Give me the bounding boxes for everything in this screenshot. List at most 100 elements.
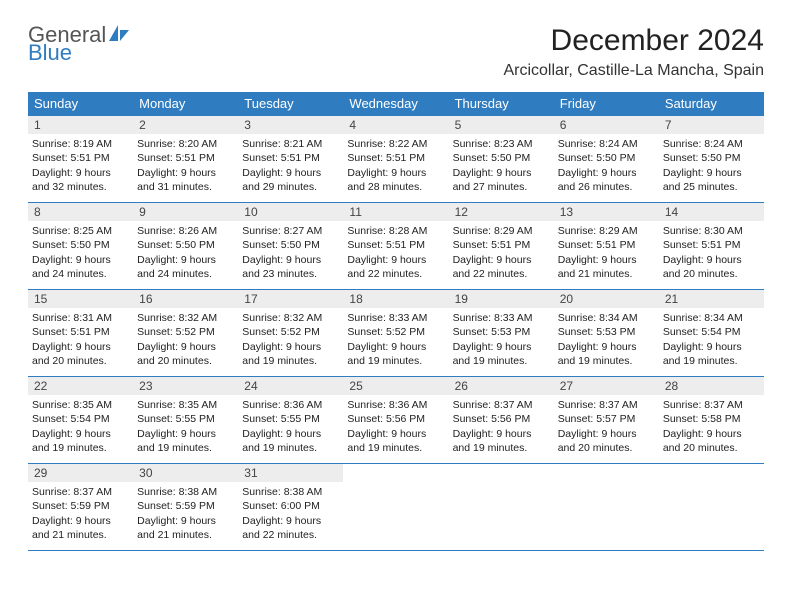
day-cell: 24Sunrise: 8:36 AMSunset: 5:55 PMDayligh… [238,377,343,463]
daylight-line: Daylight: 9 hours [453,166,550,180]
daylight-line: and 29 minutes. [242,180,339,194]
daylight-line: and 21 minutes. [32,528,129,542]
sunset-line: Sunset: 5:51 PM [137,151,234,165]
daylight-line: Daylight: 9 hours [32,514,129,528]
day-cell: 22Sunrise: 8:35 AMSunset: 5:54 PMDayligh… [28,377,133,463]
daylight-line: and 19 minutes. [347,441,444,455]
daylight-line: and 20 minutes. [137,354,234,368]
daylight-line: Daylight: 9 hours [453,427,550,441]
day-number [449,464,554,482]
daylight-line: and 19 minutes. [32,441,129,455]
day-cell: 13Sunrise: 8:29 AMSunset: 5:51 PMDayligh… [554,203,659,289]
sunrise-line: Sunrise: 8:24 AM [558,137,655,151]
daylight-line: Daylight: 9 hours [242,166,339,180]
weekday-header: Wednesday [343,92,448,115]
day-number: 16 [133,290,238,308]
daylight-line: and 21 minutes. [137,528,234,542]
day-cell: 27Sunrise: 8:37 AMSunset: 5:57 PMDayligh… [554,377,659,463]
daylight-line: Daylight: 9 hours [558,166,655,180]
day-cell: 17Sunrise: 8:32 AMSunset: 5:52 PMDayligh… [238,290,343,376]
day-number: 29 [28,464,133,482]
daylight-line: Daylight: 9 hours [347,340,444,354]
daylight-line: and 32 minutes. [32,180,129,194]
daylight-line: and 26 minutes. [558,180,655,194]
daylight-line: and 19 minutes. [137,441,234,455]
sunset-line: Sunset: 5:55 PM [242,412,339,426]
day-number: 14 [659,203,764,221]
daylight-line: and 19 minutes. [453,354,550,368]
day-number: 5 [449,116,554,134]
sunset-line: Sunset: 5:51 PM [453,238,550,252]
daylight-line: Daylight: 9 hours [137,427,234,441]
day-cell [449,464,554,550]
sunset-line: Sunset: 5:54 PM [663,325,760,339]
sunset-line: Sunset: 5:59 PM [32,499,129,513]
day-number [659,464,764,482]
sunrise-line: Sunrise: 8:35 AM [32,398,129,412]
sunrise-line: Sunrise: 8:19 AM [32,137,129,151]
sunrise-line: Sunrise: 8:33 AM [453,311,550,325]
sunrise-line: Sunrise: 8:21 AM [242,137,339,151]
week-row: 22Sunrise: 8:35 AMSunset: 5:54 PMDayligh… [28,376,764,463]
daylight-line: and 22 minutes. [453,267,550,281]
daylight-line: Daylight: 9 hours [137,340,234,354]
day-number: 20 [554,290,659,308]
daylight-line: and 24 minutes. [137,267,234,281]
day-cell: 29 Sunrise: 8:37 AMSunset: 5:59 PMDayligh… [28,464,133,550]
sunset-line: Sunset: 5:51 PM [347,238,444,252]
week-row: 15Sunrise: 8:31 AMSunset: 5:51 PMDayligh… [28,289,764,376]
sunset-line: Sunset: 5:51 PM [347,151,444,165]
daylight-line: and 31 minutes. [137,180,234,194]
sunrise-line: Sunrise: 8:38 AM [137,485,234,499]
day-cell: 21Sunrise: 8:34 AMSunset: 5:54 PMDayligh… [659,290,764,376]
day-cell: 2Sunrise: 8:20 AMSunset: 5:51 PMDaylight… [133,116,238,202]
day-number: 9 [133,203,238,221]
day-cell: 7Sunrise: 8:24 AMSunset: 5:50 PMDaylight… [659,116,764,202]
sunset-line: Sunset: 5:53 PM [453,325,550,339]
sunrise-line: Sunrise: 8:24 AM [663,137,760,151]
sunrise-line: Sunrise: 8:31 AM [32,311,129,325]
daylight-line: and 27 minutes. [453,180,550,194]
daylight-line: Daylight: 9 hours [558,427,655,441]
day-number: 18 [343,290,448,308]
day-cell: 11Sunrise: 8:28 AMSunset: 5:51 PMDayligh… [343,203,448,289]
daylight-line: Daylight: 9 hours [663,427,760,441]
sunrise-line: Sunrise: 8:29 AM [558,224,655,238]
daylight-line: Daylight: 9 hours [663,166,760,180]
daylight-line: Daylight: 9 hours [137,514,234,528]
weekday-header: Thursday [449,92,554,115]
logo: General Blue [28,24,130,64]
day-number: 12 [449,203,554,221]
day-number: 24 [238,377,343,395]
sunrise-line: Sunrise: 8:36 AM [347,398,444,412]
day-number: 4 [343,116,448,134]
sunrise-line: Sunrise: 8:22 AM [347,137,444,151]
sunset-line: Sunset: 5:56 PM [453,412,550,426]
sunset-line: Sunset: 5:51 PM [663,238,760,252]
day-number: 30 [133,464,238,482]
day-cell: 1Sunrise: 8:19 AMSunset: 5:51 PMDaylight… [28,116,133,202]
daylight-line: and 19 minutes. [242,441,339,455]
sunset-line: Sunset: 5:51 PM [32,325,129,339]
day-number: 15 [28,290,133,308]
week-row: 29Sunrise: 8:37 AMSunset: 5:59 PMDayligh… [28,463,764,551]
daylight-line: Daylight: 9 hours [347,253,444,267]
sunrise-line: Sunrise: 8:34 AM [663,311,760,325]
daylight-line: and 21 minutes. [558,267,655,281]
day-number: 10 [238,203,343,221]
sunset-line: Sunset: 5:55 PM [137,412,234,426]
day-cell: 6Sunrise: 8:24 AMSunset: 5:50 PMDaylight… [554,116,659,202]
day-cell: 31Sunrise: 8:38 AMSunset: 6:00 PMDayligh… [238,464,343,550]
sunset-line: Sunset: 5:51 PM [32,151,129,165]
sunset-line: Sunset: 5:58 PM [663,412,760,426]
daylight-line: and 19 minutes. [558,354,655,368]
logo-text-2: Blue [28,42,130,64]
daylight-line: and 22 minutes. [242,528,339,542]
daylight-line: Daylight: 9 hours [32,253,129,267]
day-cell: 10Sunrise: 8:27 AMSunset: 5:50 PMDayligh… [238,203,343,289]
day-cell: 20Sunrise: 8:34 AMSunset: 5:53 PMDayligh… [554,290,659,376]
sunrise-line: Sunrise: 8:37 AM [32,485,129,499]
day-cell: 15 Sunrise: 8:31 AMSunset: 5:51 PMDayligh… [28,290,133,376]
daylight-line: Daylight: 9 hours [32,340,129,354]
day-cell: 14Sunrise: 8:30 AMSunset: 5:51 PMDayligh… [659,203,764,289]
